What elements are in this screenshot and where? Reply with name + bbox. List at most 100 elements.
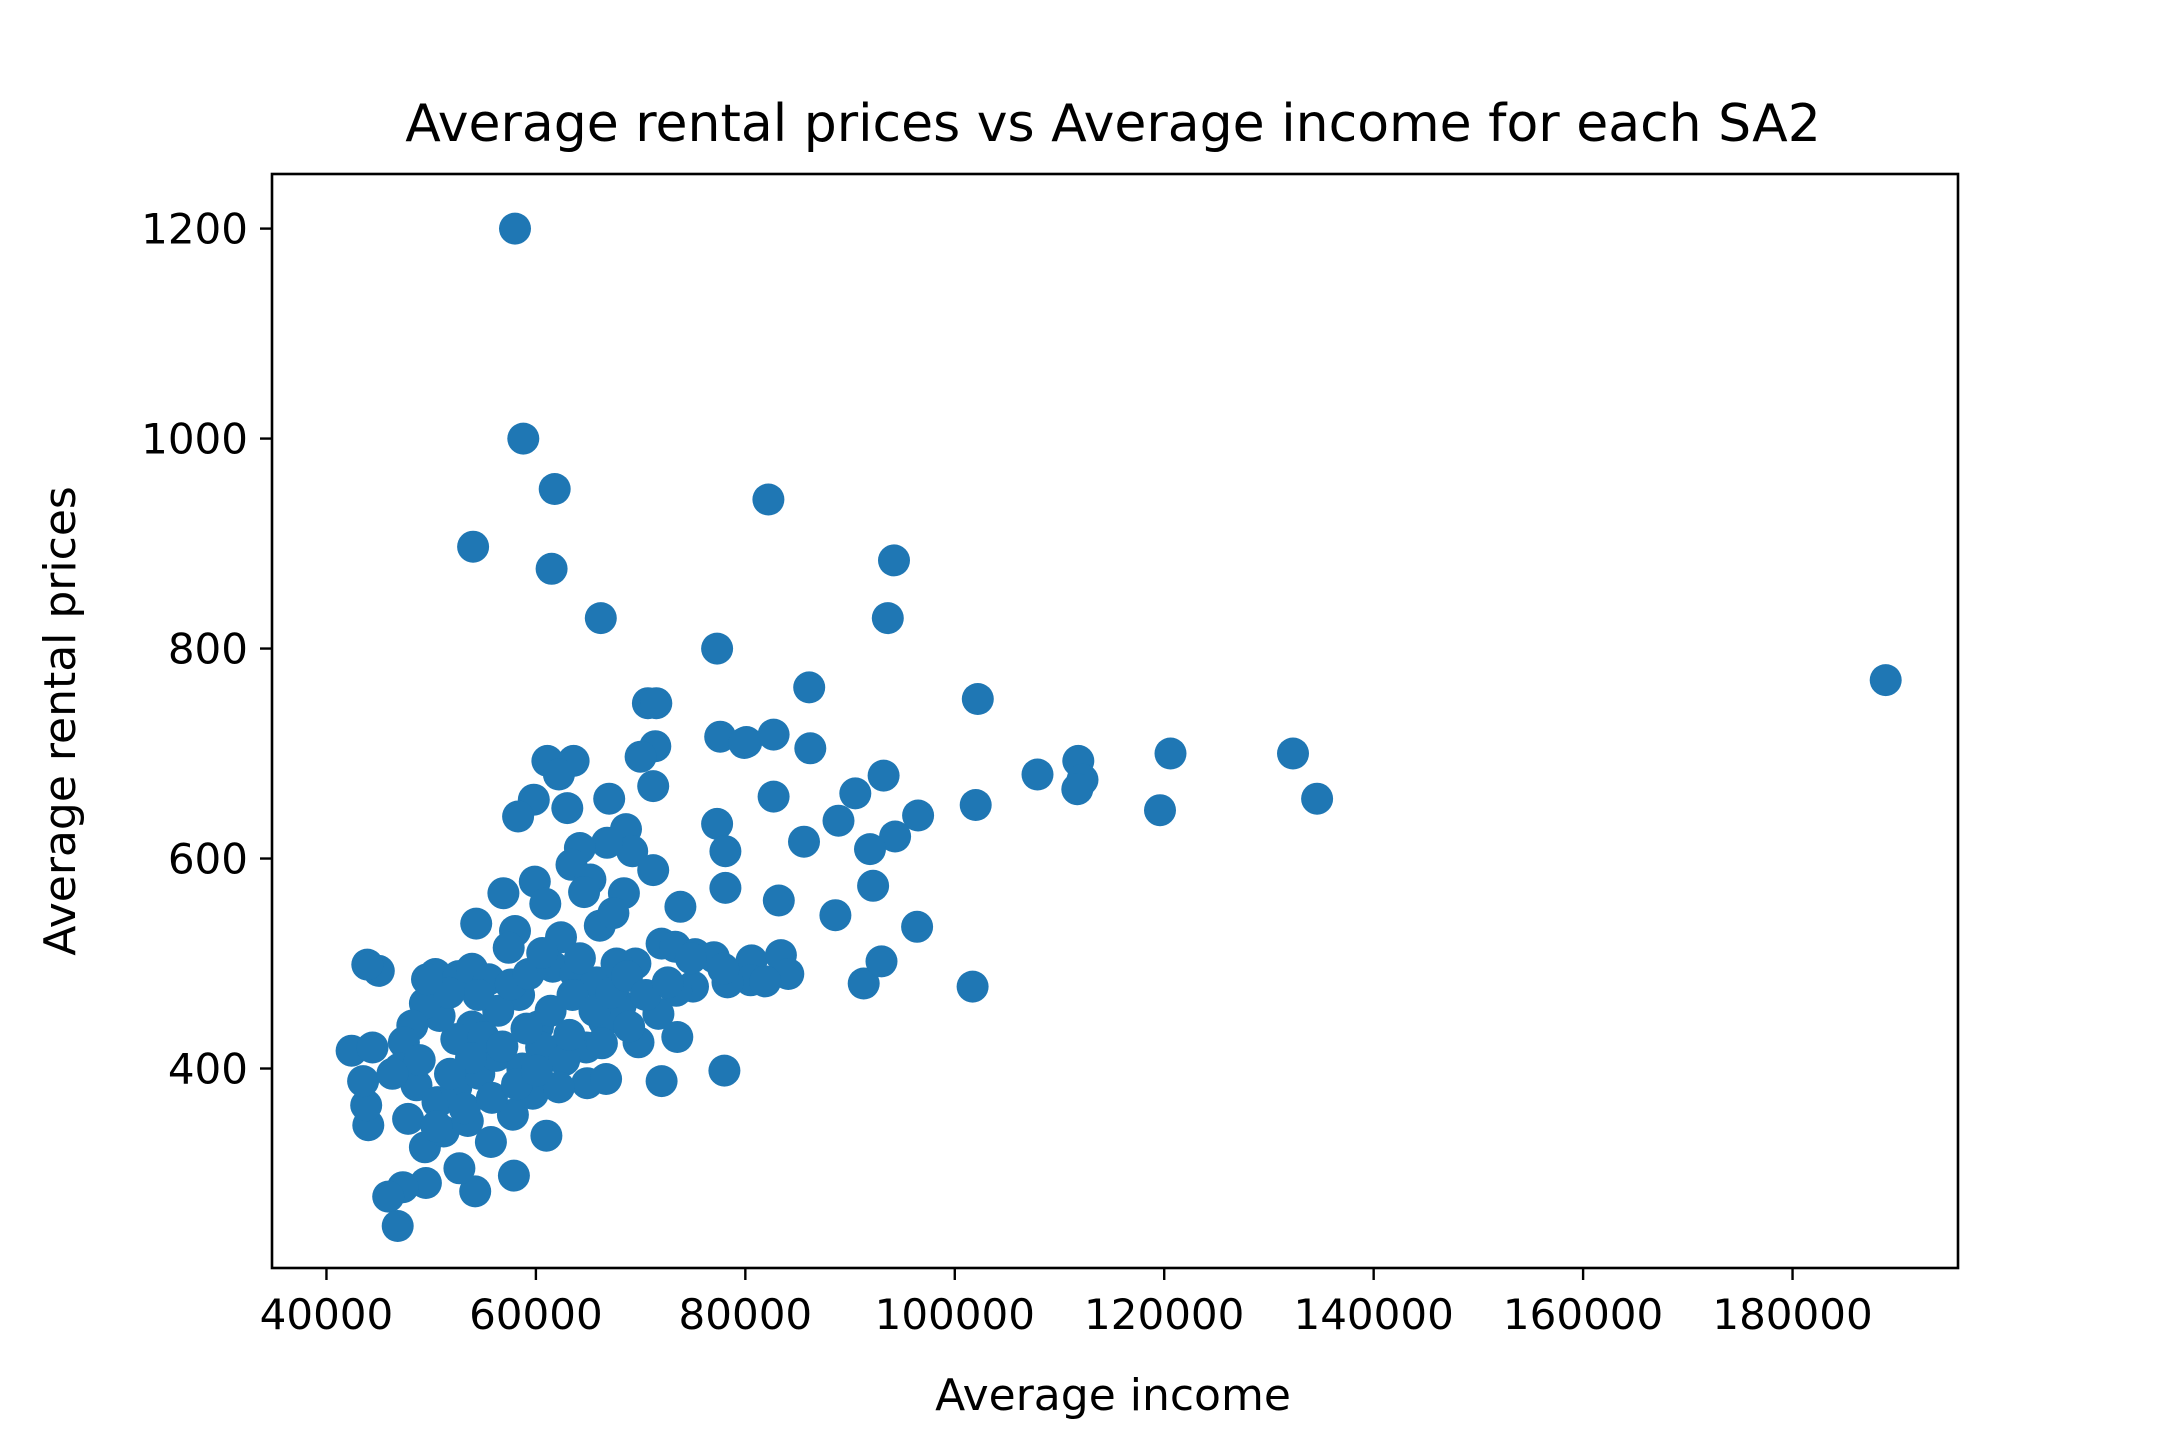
data-point xyxy=(902,799,935,832)
data-point xyxy=(475,1081,508,1114)
data-point xyxy=(879,820,912,853)
data-point xyxy=(956,970,989,1003)
data-point xyxy=(1301,782,1334,815)
data-point xyxy=(613,1010,646,1043)
data-point xyxy=(350,1089,383,1122)
x-tick-label: 40000 xyxy=(260,1290,394,1339)
data-point xyxy=(530,1119,563,1152)
data-point xyxy=(590,1063,623,1095)
data-point xyxy=(591,826,624,859)
data-point xyxy=(707,952,740,985)
data-point xyxy=(708,1054,741,1087)
data-point xyxy=(474,1126,507,1158)
data-point xyxy=(709,835,742,868)
data-point xyxy=(568,876,601,909)
data-point xyxy=(597,897,630,930)
data-point xyxy=(637,854,670,887)
data-point xyxy=(674,942,707,975)
data-point xyxy=(709,871,742,904)
chart-title: Average rental prices vs Average income … xyxy=(405,94,1821,154)
data-point xyxy=(794,732,827,765)
data-point xyxy=(871,602,904,635)
data-point xyxy=(701,632,734,665)
data-point xyxy=(507,422,540,455)
data-point xyxy=(901,910,934,943)
data-point xyxy=(392,1102,425,1135)
data-point xyxy=(793,671,826,704)
x-tick-label: 120000 xyxy=(1084,1290,1244,1339)
data-point xyxy=(645,1065,678,1098)
data-point xyxy=(526,937,559,969)
data-point xyxy=(593,782,626,815)
data-point xyxy=(538,473,571,505)
data-point xyxy=(434,1057,466,1090)
data-point xyxy=(1154,737,1187,770)
data-point xyxy=(520,1054,553,1087)
data-point xyxy=(535,552,568,585)
data-point xyxy=(460,907,493,940)
data-point xyxy=(854,833,886,866)
data-point xyxy=(1144,794,1176,827)
data-point xyxy=(637,770,670,803)
data-point xyxy=(728,727,761,759)
y-tick-label: 1000 xyxy=(141,415,248,464)
y-axis-label: Average rental prices xyxy=(35,486,86,956)
x-tick-label: 180000 xyxy=(1712,1290,1872,1339)
y-tick-label: 1200 xyxy=(141,205,248,254)
x-tick-label: 160000 xyxy=(1503,1290,1663,1339)
data-point xyxy=(499,212,531,245)
data-point xyxy=(356,1031,389,1064)
data-point xyxy=(459,1175,492,1208)
data-point xyxy=(584,602,617,635)
y-tick-label: 400 xyxy=(168,1045,248,1094)
data-point xyxy=(556,979,589,1011)
data-point xyxy=(553,1018,586,1051)
data-point xyxy=(959,789,992,821)
data-point xyxy=(448,1092,481,1125)
data-point xyxy=(351,948,384,981)
data-point xyxy=(551,792,584,825)
data-point xyxy=(411,963,443,996)
data-point xyxy=(1061,773,1094,806)
x-tick-label: 140000 xyxy=(1293,1290,1453,1339)
data-point xyxy=(757,718,790,751)
data-point xyxy=(497,1159,530,1192)
data-point xyxy=(1021,758,1054,791)
data-point xyxy=(492,931,525,964)
data-point xyxy=(372,1180,405,1213)
data-point xyxy=(762,884,795,917)
data-point xyxy=(1869,664,1902,697)
data-points xyxy=(335,212,1902,1242)
y-axis: 400 600 800 1000 1200 xyxy=(141,205,272,1094)
data-point xyxy=(640,687,673,720)
data-point xyxy=(542,1071,575,1104)
data-point xyxy=(403,1044,436,1077)
data-point xyxy=(701,807,734,840)
data-point xyxy=(563,942,596,975)
data-point xyxy=(502,800,535,833)
x-axis-label: Average income xyxy=(935,1370,1291,1421)
data-point xyxy=(548,1044,581,1077)
data-point xyxy=(381,1210,414,1242)
data-point xyxy=(420,1110,453,1143)
y-tick-label: 800 xyxy=(168,625,248,674)
data-point xyxy=(788,825,820,858)
data-point xyxy=(752,483,785,516)
x-tick-label: 60000 xyxy=(469,1290,603,1339)
data-point xyxy=(443,1152,476,1185)
data-point xyxy=(347,1065,380,1098)
data-point xyxy=(865,945,898,978)
y-tick-label: 600 xyxy=(168,835,248,884)
data-point xyxy=(529,887,562,920)
data-point xyxy=(462,979,495,1011)
data-point xyxy=(651,966,684,999)
data-point xyxy=(486,1030,519,1063)
data-point xyxy=(1277,737,1309,770)
data-point xyxy=(857,869,890,902)
data-point xyxy=(616,835,649,868)
data-point xyxy=(585,1027,618,1060)
x-axis: 40000 60000 80000 100000 120000 140000 160000 1… xyxy=(260,1268,1873,1339)
data-point xyxy=(457,530,490,563)
data-point xyxy=(542,758,575,791)
